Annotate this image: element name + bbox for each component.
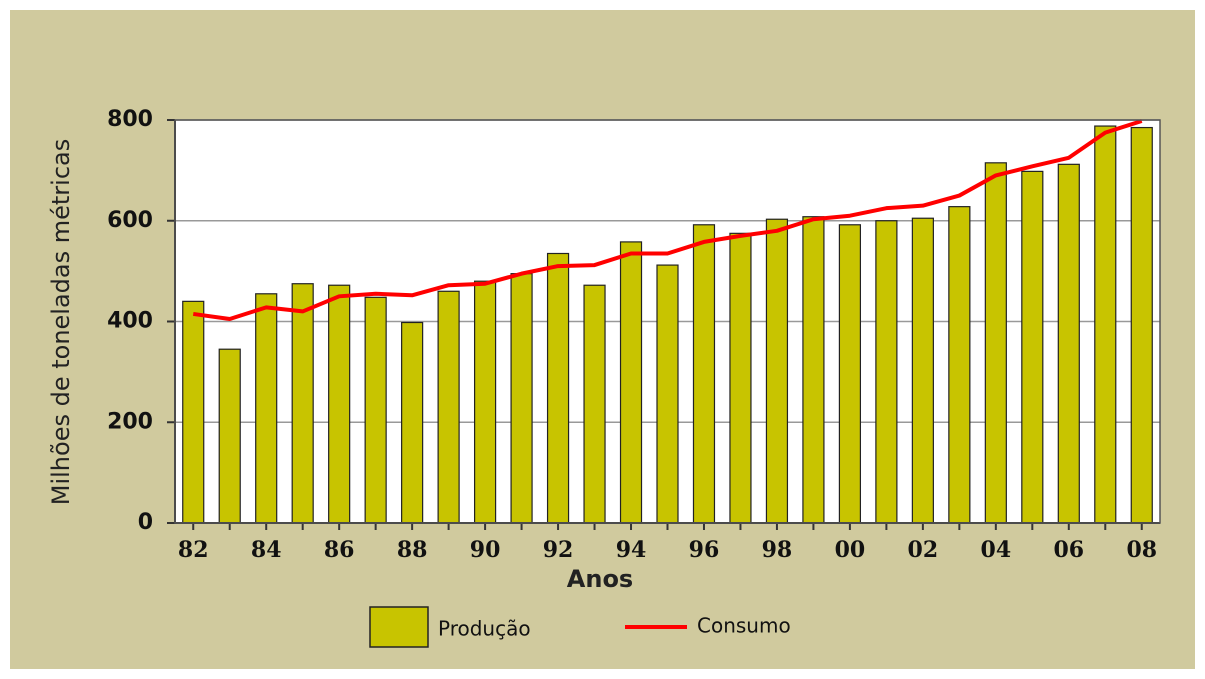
x-tick-label: 06 — [1053, 537, 1084, 563]
bar — [364, 296, 387, 524]
bar — [619, 241, 643, 524]
bar — [875, 220, 898, 524]
bar — [984, 162, 1007, 524]
bar — [437, 290, 460, 524]
bar — [218, 348, 241, 524]
x-tick-label: 84 — [251, 537, 282, 563]
bar — [656, 264, 679, 524]
x-tick-label: 96 — [689, 537, 720, 563]
y-axis-label: Milhões de toneladas métricas — [47, 139, 75, 505]
bar — [1094, 125, 1117, 524]
bar — [1057, 163, 1080, 524]
y-tick-label: 800 — [107, 107, 153, 132]
x-tick-label: 08 — [1126, 537, 1157, 563]
x-tick-label: 82 — [178, 537, 209, 563]
x-tick-label: 00 — [835, 537, 866, 563]
line — [192, 119, 1143, 321]
bar — [510, 273, 533, 524]
plot-border — [174, 119, 1161, 524]
x-tick-label: 86 — [324, 537, 355, 563]
bar — [291, 283, 314, 524]
x-tick-label: 94 — [616, 537, 647, 563]
x-tick-label: 92 — [543, 537, 574, 563]
x-tick-label: 02 — [908, 537, 939, 563]
bar — [473, 280, 497, 524]
y-tick-label: 600 — [107, 208, 153, 233]
bar — [948, 206, 971, 524]
bar — [182, 300, 205, 524]
bar — [1130, 126, 1153, 524]
y-tick-label: 200 — [107, 409, 153, 434]
bar — [546, 252, 570, 524]
x-tick-label: 88 — [397, 537, 428, 563]
legend-label: Consumo — [697, 614, 791, 638]
y-tick-label: 0 — [138, 510, 153, 535]
legend-swatch — [369, 606, 429, 648]
x-tick-label: 90 — [470, 537, 501, 563]
bar — [1021, 170, 1044, 524]
x-axis-label: Anos — [567, 565, 633, 593]
bar — [255, 293, 278, 524]
x-tick-label: 98 — [762, 537, 793, 563]
y-tick-label: 400 — [107, 309, 153, 334]
bar — [583, 284, 606, 524]
x-tick-label: 04 — [981, 537, 1012, 563]
bar — [729, 232, 752, 524]
bar — [328, 284, 351, 524]
bar — [401, 321, 424, 524]
legend-label: Produção — [438, 617, 531, 641]
bar — [802, 216, 825, 524]
bar — [911, 217, 934, 524]
bar — [838, 224, 862, 524]
bar — [692, 224, 716, 524]
bar — [765, 218, 789, 524]
